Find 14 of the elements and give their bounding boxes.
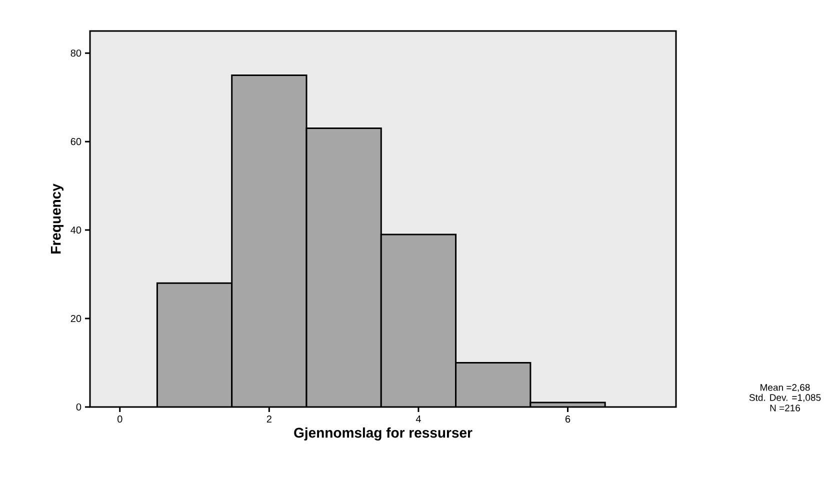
text: Mean =2,68	[760, 384, 810, 392]
text: Std. Dev. =1,085	[749, 394, 821, 402]
x-tick-label: 0	[117, 416, 122, 423]
y-tick-label: 60	[70, 138, 82, 146]
text: N =216	[770, 404, 800, 412]
y-tick-label: 80	[70, 50, 82, 57]
y-tick-label: 0	[76, 403, 82, 411]
x-tick-label: 2	[266, 416, 272, 422]
x-tick-label: 6	[566, 416, 570, 423]
y-axis-title: Frequency	[50, 184, 64, 254]
y-tick-label: 40	[70, 226, 82, 234]
x-tick-label: 4	[416, 416, 421, 422]
x-axis-title: Gjennomslag for ressurser	[294, 427, 472, 441]
y-tick-label: 20	[70, 314, 82, 322]
